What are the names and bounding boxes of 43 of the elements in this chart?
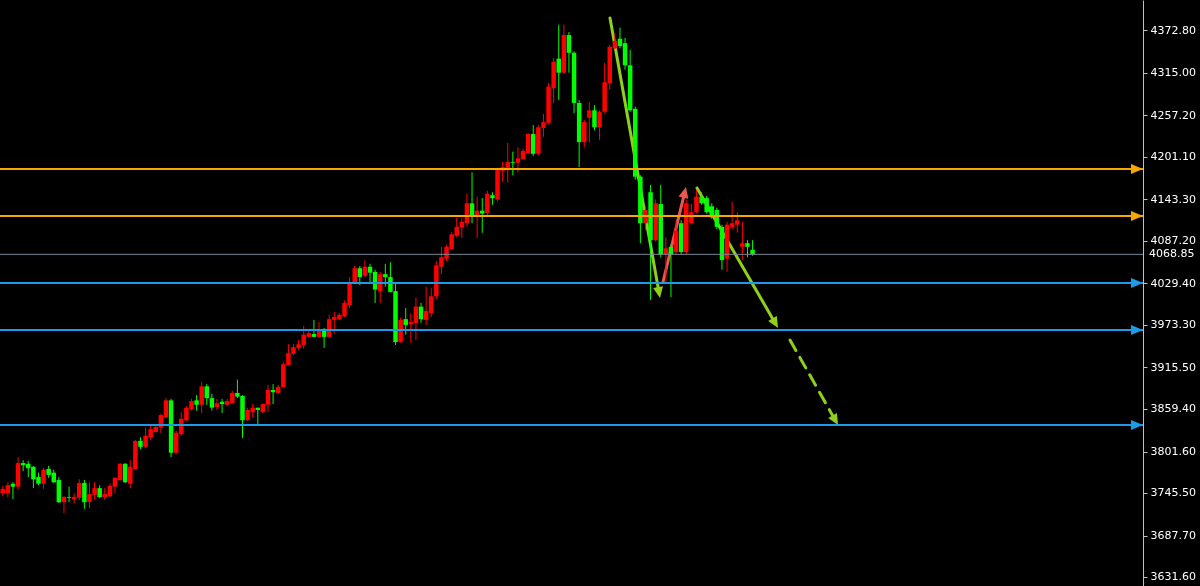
y-tick-label: 4143.30 (1150, 192, 1196, 206)
candlestick (403, 307, 408, 336)
candlestick (383, 263, 388, 288)
candlestick (214, 398, 220, 411)
y-tick-label: 4029.40 (1150, 276, 1196, 290)
candlestick (515, 146, 521, 173)
y-tick-label: 3745.50 (1150, 486, 1196, 500)
y-tick-label: 4257.20 (1150, 108, 1196, 122)
y-tick-label: 3801.60 (1150, 445, 1196, 459)
candlestick (597, 109, 602, 141)
y-tick-label: 3687.70 (1150, 529, 1196, 543)
candlestick (663, 236, 669, 284)
candlestick (265, 384, 271, 413)
candlestick (566, 31, 572, 74)
y-tick-label: 3859.40 (1150, 402, 1196, 416)
candlestick (66, 486, 72, 503)
candlestick (82, 479, 87, 510)
candlestick (41, 467, 46, 490)
candlestick (531, 124, 536, 157)
candlestick (10, 481, 16, 500)
candlestick (485, 190, 490, 216)
candlestick (357, 265, 363, 286)
candlestick (740, 221, 745, 261)
candlestick (592, 104, 597, 131)
y-tick-label: 3973.30 (1150, 318, 1196, 332)
candlestick (199, 381, 204, 414)
candlestick (587, 101, 592, 144)
y-tick-label: 4201.10 (1150, 150, 1196, 164)
candlestick (423, 286, 429, 326)
candlestick (362, 259, 368, 278)
candlestick (311, 319, 317, 338)
y-tick-label: 4315.00 (1150, 66, 1196, 80)
candlestick (582, 119, 587, 148)
candlestick (204, 383, 210, 406)
ref-line-label: 4068.85 (1149, 247, 1195, 261)
y-tick-label: 3631.60 (1150, 570, 1196, 584)
y-tick-label: 4087.20 (1150, 234, 1196, 248)
candlestick (694, 189, 699, 214)
y-tick-label: 4372.80 (1150, 23, 1196, 37)
candlestick (15, 456, 21, 491)
candlestick (479, 197, 485, 234)
y-tick-label: 3915.50 (1150, 361, 1196, 374)
candlestick (510, 151, 516, 176)
